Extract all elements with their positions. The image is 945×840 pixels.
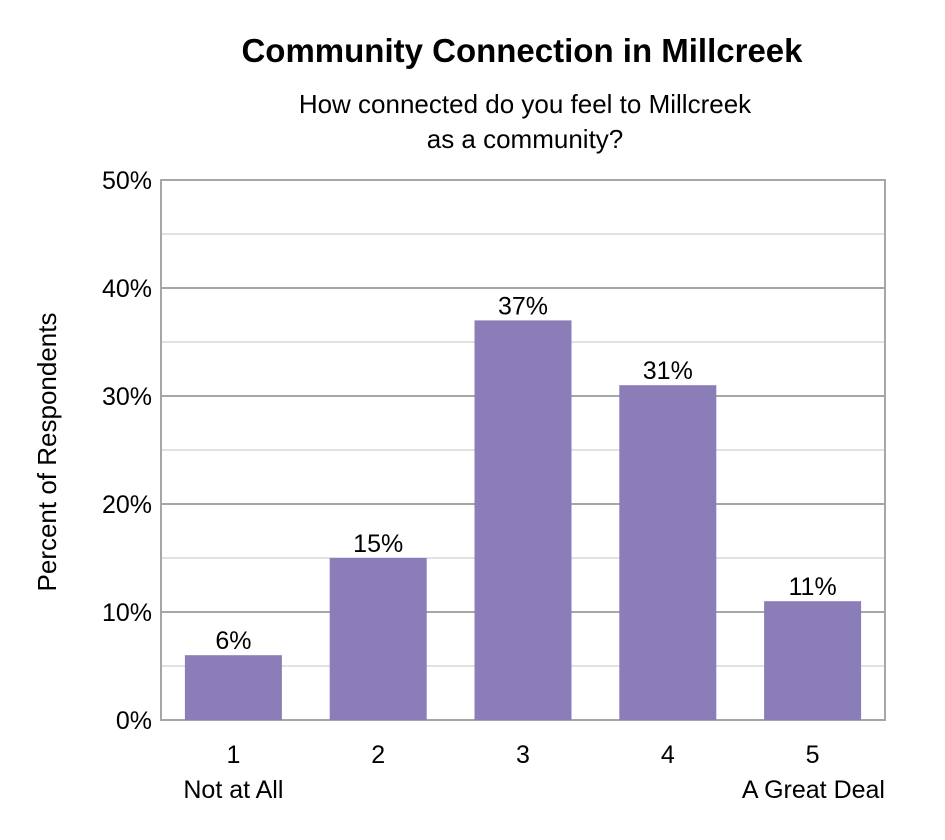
x-tick-label-3: 3 (516, 741, 530, 769)
y-axis-ticks: 0% 10% 20% 30% 40% 50% (102, 167, 152, 735)
y-tick-label: 50% (102, 167, 152, 195)
y-tick-label: 20% (102, 491, 152, 519)
y-axis-label: Percent of Respondents (32, 313, 62, 592)
x-tick-label-4: 4 (661, 741, 675, 769)
y-tick-label: 30% (102, 383, 152, 411)
chart-subtitle-line-1: How connected do you feel to Millcreek (299, 89, 752, 119)
data-label-1: 6% (215, 627, 251, 655)
y-tick-label: 10% (102, 599, 152, 627)
bar-2 (329, 558, 427, 720)
bars (184, 320, 862, 720)
chart-subtitle-line-2: as a community? (427, 124, 624, 154)
x-tick-label-1: 1 (226, 741, 240, 769)
data-label-4: 31% (643, 357, 693, 385)
data-label-3: 37% (498, 292, 548, 320)
x-axis-labels: 1 Not at All 2 3 4 5 A Great Deal (183, 741, 885, 804)
x-sublabel-1: Not at All (183, 776, 283, 804)
bar-4 (619, 385, 717, 720)
bar-5 (764, 601, 862, 720)
x-sublabel-5: A Great Deal (742, 776, 885, 804)
x-tick-label-2: 2 (371, 741, 385, 769)
x-tick-label-5: 5 (806, 741, 820, 769)
y-tick-label: 0% (116, 707, 152, 735)
data-labels: 6% 15% 37% 31% 11% (215, 292, 836, 655)
chart-title: Community Connection in Millcreek (241, 32, 803, 69)
y-tick-label: 40% (102, 275, 152, 303)
bar-1 (184, 655, 282, 720)
data-label-2: 15% (353, 530, 403, 558)
data-label-5: 11% (789, 573, 837, 601)
bar-3 (474, 320, 572, 720)
